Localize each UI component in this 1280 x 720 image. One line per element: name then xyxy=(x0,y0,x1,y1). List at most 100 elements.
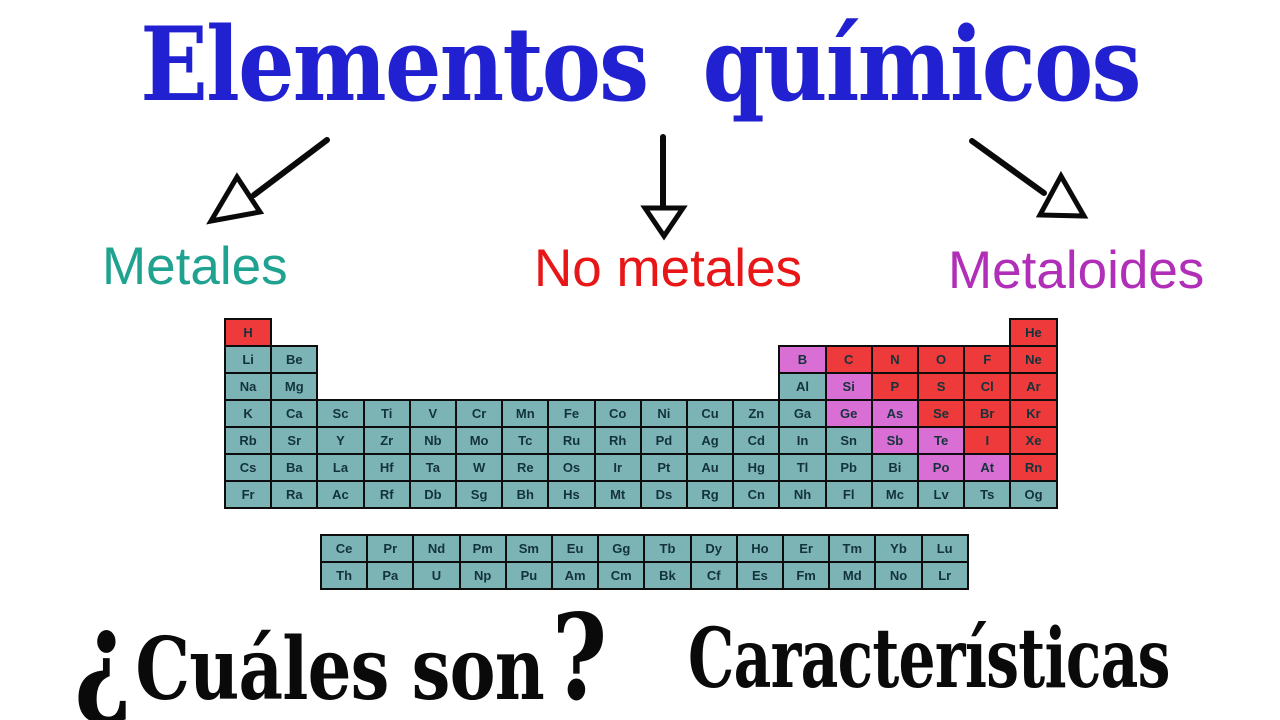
element-ar: Ar xyxy=(1009,372,1058,401)
element-li: Li xyxy=(224,345,273,374)
periodic-table-fblock: Ce Pr Nd Pm Sm Eu Gg Tb Dy Ho Er Tm Yb Lu Th Pa U Np Pu Am C… xyxy=(320,534,969,590)
element-bi: Bi xyxy=(870,453,919,482)
element-mg: Mg xyxy=(270,372,319,401)
element-y: Y xyxy=(316,426,365,455)
element-i: I xyxy=(963,426,1012,455)
element-ru: Ru xyxy=(547,426,596,455)
element-cd: Cd xyxy=(732,426,781,455)
element-ce: Ce xyxy=(320,534,369,563)
element-cr: Cr xyxy=(455,399,504,428)
element-fe: Fe xyxy=(547,399,596,428)
element-ac: Ac xyxy=(316,480,365,509)
element-sc: Sc xyxy=(316,399,365,428)
element-n: N xyxy=(870,345,919,374)
element-pu: Pu xyxy=(504,561,553,590)
element-lv: Lv xyxy=(917,480,966,509)
label-caracteristicas: Características xyxy=(688,611,1170,707)
element-cf: Cf xyxy=(689,561,738,590)
element-ga: Ga xyxy=(778,399,827,428)
element-be: Be xyxy=(270,345,319,374)
arrow-down-left-icon xyxy=(206,137,330,225)
element-au: Au xyxy=(686,453,735,482)
element-nh: Nh xyxy=(778,480,827,509)
element-ge: Ge xyxy=(824,399,873,428)
element-hg: Hg xyxy=(732,453,781,482)
element-c: C xyxy=(824,345,873,374)
element-cm: Cm xyxy=(597,561,646,590)
element-se: Se xyxy=(917,399,966,428)
element-ni: Ni xyxy=(639,399,688,428)
element-cl: Cl xyxy=(963,372,1012,401)
element-b: B xyxy=(778,345,827,374)
element-md: Md xyxy=(828,561,877,590)
element-cu: Cu xyxy=(686,399,735,428)
element-hf: Hf xyxy=(362,453,411,482)
element-la: La xyxy=(316,453,365,482)
question-cuales-son: ¿ Cuáles son ? xyxy=(74,584,607,720)
element-tb: Tb xyxy=(643,534,692,563)
label-metales: Metales xyxy=(102,237,288,296)
element-mt: Mt xyxy=(593,480,642,509)
element-bh: Bh xyxy=(501,480,550,509)
element-mo: Mo xyxy=(455,426,504,455)
arrow-down-right-icon xyxy=(969,138,1089,219)
element-si: Si xyxy=(824,372,873,401)
element-ho: Ho xyxy=(735,534,784,563)
element-mc: Mc xyxy=(870,480,919,509)
element-nb: Nb xyxy=(408,426,457,455)
element-dy: Dy xyxy=(689,534,738,563)
element-fm: Fm xyxy=(782,561,831,590)
element-ca: Ca xyxy=(270,399,319,428)
element-ne: Ne xyxy=(1009,345,1058,374)
element-w: W xyxy=(455,453,504,482)
element-ta: Ta xyxy=(408,453,457,482)
element-h: H xyxy=(224,318,273,347)
element-co: Co xyxy=(593,399,642,428)
element-al: Al xyxy=(778,372,827,401)
element-tl: Tl xyxy=(778,453,827,482)
element-o: O xyxy=(917,345,966,374)
element-er: Er xyxy=(782,534,831,563)
element-kr: Kr xyxy=(1009,399,1058,428)
element-bk: Bk xyxy=(643,561,692,590)
element-fl: Fl xyxy=(824,480,873,509)
label-metaloides: Metaloides xyxy=(948,241,1205,300)
element-nd: Nd xyxy=(412,534,461,563)
element-pd: Pd xyxy=(639,426,688,455)
element-rg: Rg xyxy=(686,480,735,509)
element-pm: Pm xyxy=(458,534,507,563)
element-rf: Rf xyxy=(362,480,411,509)
element-os: Os xyxy=(547,453,596,482)
element-s: S xyxy=(917,372,966,401)
element-hs: Hs xyxy=(547,480,596,509)
question-open-mark: ¿ xyxy=(74,584,133,720)
element-pr: Pr xyxy=(366,534,415,563)
element-cs: Cs xyxy=(224,453,273,482)
arrow-down-icon xyxy=(640,134,688,241)
element-og: Og xyxy=(1009,480,1058,509)
element-ba: Ba xyxy=(270,453,319,482)
element-zr: Zr xyxy=(362,426,411,455)
element-sn: Sn xyxy=(824,426,873,455)
element-he: He xyxy=(1009,318,1058,347)
element-xe: Xe xyxy=(1009,426,1058,455)
element-as: As xyxy=(870,399,919,428)
element-v: V xyxy=(408,399,457,428)
element-gg: Gg xyxy=(597,534,646,563)
element-re: Re xyxy=(501,453,550,482)
element-f: F xyxy=(963,345,1012,374)
element-no: No xyxy=(874,561,923,590)
element-db: Db xyxy=(408,480,457,509)
element-sb: Sb xyxy=(870,426,919,455)
element-k: K xyxy=(224,399,273,428)
element-yb: Yb xyxy=(874,534,923,563)
element-rn: Rn xyxy=(1009,453,1058,482)
page-title: Elementos químicos xyxy=(140,5,1141,125)
element-lu: Lu xyxy=(920,534,969,563)
element-at: At xyxy=(963,453,1012,482)
periodic-table-main: H He Li Be B C N O F Ne Na Mg Al Si P S Cl Ar K Ca Sc Ti V Cr Mn… xyxy=(224,318,1058,509)
element-ra: Ra xyxy=(270,480,319,509)
element-rb: Rb xyxy=(224,426,273,455)
element-mn: Mn xyxy=(501,399,550,428)
element-ts: Ts xyxy=(963,480,1012,509)
